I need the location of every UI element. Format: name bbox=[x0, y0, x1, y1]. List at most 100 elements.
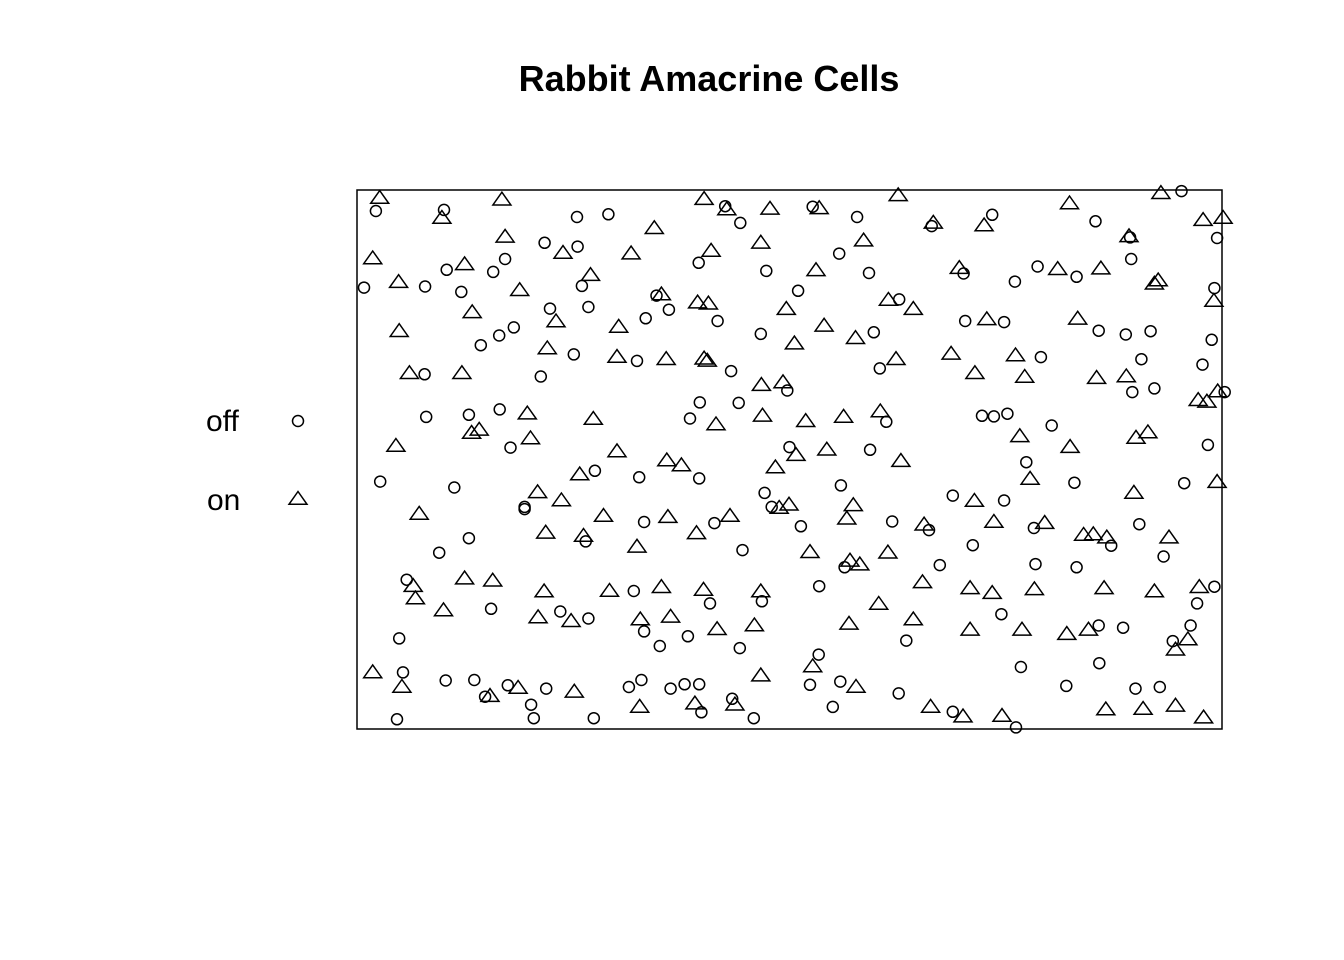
point-off bbox=[734, 216, 747, 230]
point-off bbox=[567, 348, 581, 361]
point-on bbox=[1118, 227, 1140, 243]
point-on bbox=[1078, 620, 1099, 636]
point-on bbox=[520, 429, 541, 445]
point-off bbox=[396, 666, 410, 679]
point-off bbox=[493, 403, 506, 416]
point-off bbox=[588, 464, 602, 478]
point-on bbox=[507, 679, 529, 695]
point-on bbox=[626, 537, 648, 553]
point-off bbox=[474, 338, 488, 352]
point-off bbox=[1210, 231, 1224, 245]
point-on bbox=[1147, 271, 1169, 287]
point-off bbox=[724, 364, 738, 378]
point-on bbox=[836, 510, 858, 525]
point-on bbox=[391, 678, 413, 693]
point-on bbox=[802, 657, 824, 673]
point-on bbox=[650, 285, 672, 301]
point-off bbox=[987, 410, 1001, 423]
point-off bbox=[543, 302, 557, 315]
point-on bbox=[362, 663, 384, 679]
point-off bbox=[1196, 358, 1209, 371]
point-on bbox=[991, 707, 1013, 723]
point-on bbox=[660, 608, 682, 623]
point-off bbox=[678, 678, 691, 691]
point-off bbox=[783, 440, 796, 454]
point-on bbox=[1009, 427, 1031, 443]
point-on bbox=[468, 421, 490, 436]
point-on bbox=[845, 678, 867, 693]
point-on bbox=[948, 259, 970, 275]
point-off bbox=[975, 409, 989, 423]
point-off bbox=[832, 247, 846, 260]
point-off bbox=[693, 396, 707, 409]
point-on bbox=[724, 695, 746, 711]
point-on bbox=[408, 505, 430, 520]
point-on bbox=[959, 620, 981, 636]
point-on bbox=[813, 316, 835, 332]
point-off bbox=[1144, 324, 1157, 338]
point-off bbox=[637, 625, 651, 638]
point-on bbox=[535, 523, 557, 539]
point-on bbox=[719, 507, 741, 523]
point-on bbox=[573, 527, 594, 543]
point-off bbox=[639, 312, 652, 325]
point-off bbox=[681, 630, 695, 643]
point-off bbox=[632, 471, 646, 484]
chart-title: Rabbit Amacrine Cells bbox=[518, 58, 900, 99]
point-off bbox=[637, 515, 651, 529]
point-off bbox=[711, 314, 724, 328]
point-off bbox=[1029, 557, 1042, 571]
point-on bbox=[606, 348, 628, 364]
point-on bbox=[973, 216, 995, 232]
point-off bbox=[834, 675, 847, 688]
point-off bbox=[373, 475, 387, 488]
point-on bbox=[752, 406, 773, 422]
point-off bbox=[933, 558, 947, 572]
point-on bbox=[759, 200, 781, 215]
point-off bbox=[635, 673, 648, 687]
point-on bbox=[580, 266, 601, 282]
point-off bbox=[781, 384, 794, 397]
legend-label-off: off bbox=[206, 405, 239, 438]
point-off bbox=[507, 321, 521, 334]
point-on bbox=[536, 339, 558, 355]
point-on bbox=[693, 581, 714, 596]
point-off bbox=[900, 634, 913, 647]
point-on bbox=[838, 615, 860, 630]
point-on bbox=[833, 408, 855, 423]
point-on bbox=[1014, 368, 1036, 384]
point-off bbox=[587, 711, 601, 725]
point-on bbox=[451, 364, 473, 380]
point-off bbox=[958, 314, 972, 328]
point-on bbox=[913, 515, 935, 531]
point-on bbox=[563, 682, 585, 698]
point-off bbox=[946, 705, 960, 719]
point-on bbox=[750, 666, 772, 682]
point-off bbox=[518, 502, 531, 516]
point-off bbox=[755, 595, 769, 608]
point-on bbox=[1056, 625, 1078, 641]
point-off bbox=[390, 713, 404, 726]
point-on bbox=[964, 364, 986, 380]
point-on bbox=[569, 465, 591, 481]
point-off bbox=[747, 711, 761, 725]
point-off bbox=[692, 256, 705, 270]
point-on bbox=[890, 452, 912, 468]
point-on bbox=[772, 373, 794, 389]
point-on bbox=[385, 437, 407, 453]
point-on bbox=[743, 616, 765, 632]
point-off bbox=[664, 682, 677, 695]
point-off bbox=[462, 531, 476, 545]
point-off bbox=[733, 641, 747, 655]
point-on bbox=[599, 582, 620, 598]
point-on bbox=[533, 582, 555, 598]
point-off bbox=[369, 204, 383, 218]
point-off bbox=[1177, 476, 1191, 490]
point-on bbox=[1137, 423, 1159, 439]
point-on bbox=[696, 352, 718, 367]
point-on bbox=[1143, 275, 1165, 290]
point-off bbox=[627, 584, 641, 598]
point-on bbox=[362, 249, 384, 265]
point-on bbox=[808, 199, 830, 215]
point-on bbox=[778, 496, 800, 511]
